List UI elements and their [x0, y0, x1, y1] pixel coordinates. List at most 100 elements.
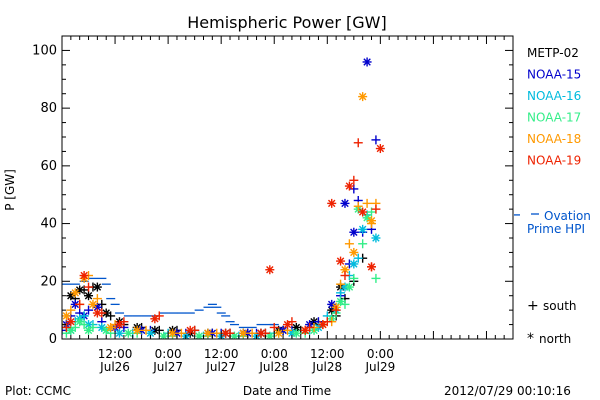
south-point	[349, 273, 359, 283]
south-point	[344, 239, 354, 249]
north-point	[291, 328, 301, 338]
south-point	[62, 322, 71, 332]
x-tick-time: 12:00	[98, 347, 133, 361]
north-point	[84, 325, 94, 335]
x-tick-time: 0:00	[155, 347, 182, 361]
plot-area	[62, 57, 385, 339]
north-point	[349, 259, 359, 269]
x-tick-date: Jul28	[311, 360, 342, 374]
x-tick-time: 0:00	[367, 347, 394, 361]
y-axis-label: P [GW]	[3, 169, 17, 211]
legend-entry: NOAA-16	[527, 89, 581, 103]
north-point	[336, 256, 346, 266]
north-point	[84, 291, 94, 301]
south-point	[176, 328, 186, 338]
north-point	[358, 207, 368, 217]
legend: METP-02 NOAA-15 NOAA-16 NOAA-17 NOAA-18 NOAA-…	[514, 46, 581, 216]
y-tick-label: 20	[40, 274, 57, 289]
north-point	[101, 325, 111, 335]
south-label: south	[543, 299, 577, 313]
south-point	[371, 135, 381, 145]
legend-entry: METP-02	[527, 46, 579, 60]
legend-entry: NOAA-17	[527, 111, 581, 125]
x-tick-date: Jul29	[364, 360, 395, 374]
north-point	[265, 265, 275, 275]
north-point	[114, 320, 124, 330]
south-point	[212, 328, 222, 338]
north-point	[194, 331, 204, 339]
north-label: north	[539, 332, 571, 346]
north-point	[362, 213, 372, 223]
x-tick-date: Jul27	[152, 360, 183, 374]
plot-frame	[61, 35, 514, 340]
south-point	[66, 305, 76, 315]
south-symbol: +	[527, 298, 539, 314]
south-point	[75, 299, 85, 309]
north-point	[92, 308, 102, 318]
north-point	[344, 181, 354, 191]
north-point	[62, 311, 71, 321]
north-point	[106, 322, 116, 332]
north-point	[114, 328, 124, 338]
x-tick-time: 0:00	[261, 347, 288, 361]
north-point	[256, 328, 266, 338]
north-symbol: *	[527, 331, 534, 347]
y-tick-label: 100	[32, 43, 57, 58]
north-point	[159, 331, 169, 339]
south-point	[84, 282, 94, 292]
north-point	[344, 282, 354, 292]
y-tick-label: 60	[40, 159, 57, 174]
south-point	[269, 322, 279, 332]
south-point	[358, 239, 368, 249]
axes: 02040608010012:00Jul260:00Jul2712:00Jul2…	[32, 35, 514, 374]
south-point	[340, 271, 350, 281]
south-point	[331, 305, 341, 315]
north-point	[358, 224, 368, 234]
south-point	[362, 198, 372, 208]
south-point	[371, 273, 381, 283]
legend-entry: NOAA-18	[527, 132, 581, 146]
north-point	[203, 328, 213, 338]
north-point	[375, 144, 385, 154]
legend-entry: NOAA-19	[527, 154, 581, 168]
y-tick-label: 0	[49, 332, 57, 347]
north-point	[362, 57, 372, 67]
north-point	[274, 328, 284, 338]
south-point	[247, 328, 257, 338]
north-point	[221, 328, 231, 338]
x-tick-date: Jul26	[99, 360, 130, 374]
north-point	[66, 325, 76, 335]
north-point	[340, 198, 350, 208]
north-point	[70, 288, 80, 298]
north-point	[92, 282, 102, 292]
north-point	[291, 322, 301, 332]
footer-timestamp: 2012/07/29 00:10:16	[444, 384, 571, 398]
x-axis-label: Date and Time	[243, 384, 331, 398]
north-point	[66, 317, 76, 327]
south-point	[336, 288, 346, 298]
ovation-label-2: Prime HPI	[527, 222, 585, 236]
north-point	[371, 233, 381, 243]
north-point	[327, 198, 337, 208]
north-point	[283, 320, 292, 330]
x-tick-time: 12:00	[204, 347, 239, 361]
y-tick-label: 40	[40, 217, 57, 232]
north-point	[336, 296, 346, 306]
north-point	[150, 314, 160, 324]
north-point	[349, 247, 359, 257]
south-point	[353, 138, 363, 148]
ovation-label-1: Ovation	[544, 209, 591, 223]
x-tick-date: Jul27	[205, 360, 236, 374]
south-point	[141, 325, 151, 335]
south-point	[62, 325, 67, 335]
north-point	[238, 328, 248, 338]
north-point	[367, 262, 377, 272]
north-point	[327, 299, 337, 309]
south-point	[92, 294, 102, 304]
north-point	[318, 320, 328, 330]
south-point	[353, 253, 363, 263]
x-tick-date: Jul28	[258, 360, 289, 374]
south-point	[84, 305, 94, 315]
south-point	[371, 204, 381, 214]
